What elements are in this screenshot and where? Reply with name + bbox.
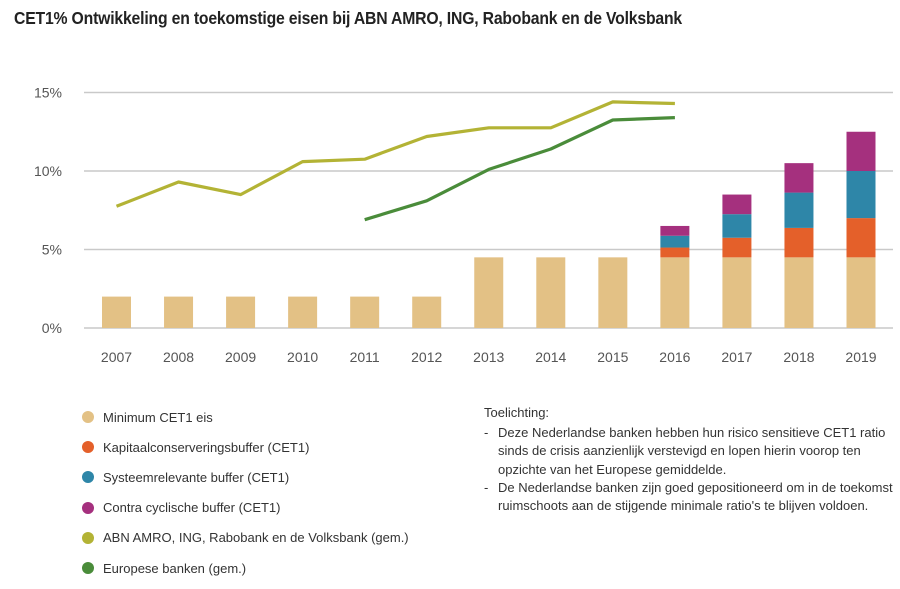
bar-segment bbox=[598, 257, 628, 328]
legend: Minimum CET1 eis Kapitaalconserveringsbu… bbox=[82, 402, 409, 583]
y-tick-label: 5% bbox=[42, 242, 62, 258]
bar-segment bbox=[102, 296, 131, 328]
bar-segment bbox=[846, 171, 876, 219]
x-tick-label: 2017 bbox=[721, 349, 752, 365]
note-item: - Deze Nederlandse banken hebben hun ris… bbox=[484, 424, 894, 479]
legend-swatch-icon bbox=[82, 531, 94, 544]
bar-segment bbox=[846, 257, 876, 328]
x-tick-label: 2018 bbox=[783, 349, 814, 365]
legend-label: Contra cyclische buffer (CET1) bbox=[103, 500, 281, 516]
bar-segment bbox=[660, 247, 690, 258]
note-bullet: - bbox=[484, 479, 489, 495]
legend-swatch-icon bbox=[82, 441, 94, 454]
x-tick-label: 2014 bbox=[535, 349, 566, 365]
x-tick-label: 2015 bbox=[597, 349, 628, 365]
chart: 0%5%10%15% 2007 2008 2009 2010 2011 2012 2013 2… bbox=[34, 85, 893, 365]
x-tick-label: 2007 bbox=[101, 349, 132, 365]
x-tick-label: 2016 bbox=[659, 349, 690, 365]
bar-segment bbox=[474, 257, 504, 328]
bar-segment bbox=[350, 296, 380, 328]
bar-segment bbox=[722, 257, 752, 328]
series-line bbox=[364, 116, 675, 222]
legend-label: Systeemrelevante buffer (CET1) bbox=[103, 469, 290, 485]
bar-segment bbox=[288, 296, 318, 328]
legend-label: Kapitaalconserveringsbuffer (CET1) bbox=[103, 439, 310, 455]
bar-segment bbox=[722, 237, 752, 258]
bar-segment bbox=[846, 218, 876, 258]
legend-label: Europese banken (gem.) bbox=[103, 560, 247, 576]
x-tick-label: 2012 bbox=[411, 349, 442, 365]
note-text: Deze Nederlandse banken hebben hun risic… bbox=[498, 425, 886, 477]
bar-segment bbox=[722, 194, 752, 215]
legend-item: ABN AMRO, ING, Rabobank en de Volksbank … bbox=[82, 523, 409, 553]
legend-label: Minimum CET1 eis bbox=[103, 409, 213, 425]
legend-swatch-icon bbox=[82, 411, 94, 424]
bar-segment bbox=[784, 257, 814, 328]
y-tick-label: 0% bbox=[42, 320, 62, 336]
x-tick-label: 2019 bbox=[845, 349, 876, 365]
legend-swatch-icon bbox=[82, 471, 94, 484]
legend-item: Systeemrelevante buffer (CET1) bbox=[82, 462, 409, 492]
legend-label: ABN AMRO, ING, Rabobank en de Volksbank … bbox=[103, 530, 409, 546]
x-axis-ticks: 2007 2008 2009 2010 2011 2012 2013 2014 2015 2016… bbox=[101, 349, 877, 365]
y-tick-label: 10% bbox=[34, 163, 62, 179]
notes-panel: Toelichting: - Deze Nederlandse banken h… bbox=[484, 404, 894, 515]
legend-item: Kapitaalconserveringsbuffer (CET1) bbox=[82, 432, 409, 462]
x-tick-label: 2011 bbox=[350, 349, 380, 365]
series-line bbox=[115, 100, 675, 208]
bar-segment bbox=[164, 296, 194, 328]
x-tick-label: 2013 bbox=[473, 349, 504, 365]
x-tick-label: 2009 bbox=[225, 349, 256, 365]
legend-item: Contra cyclische buffer (CET1) bbox=[82, 493, 409, 523]
bar-segment bbox=[660, 235, 690, 248]
note-text: De Nederlandse banken zijn goed gepositi… bbox=[498, 479, 893, 514]
bar-segment bbox=[722, 214, 752, 238]
y-axis-ticks: 0% 5% 10% 15% bbox=[34, 85, 62, 337]
chart-title: CET1% Ontwikkeling en toekomstige eisen … bbox=[14, 8, 682, 28]
y-tick-label: 15% bbox=[34, 85, 62, 101]
lines bbox=[115, 100, 675, 222]
legend-item: Minimum CET1 eis bbox=[82, 402, 409, 432]
bar-segment bbox=[784, 163, 814, 193]
legend-swatch-icon bbox=[82, 501, 94, 514]
legend-item: Europese banken (gem.) bbox=[82, 553, 409, 583]
bar-segment bbox=[536, 257, 566, 328]
bar-segment bbox=[784, 227, 814, 258]
bar-segment bbox=[226, 296, 256, 328]
notes-heading: Toelichting: bbox=[484, 405, 550, 420]
x-tick-label: 2010 bbox=[287, 349, 318, 365]
bar-segment bbox=[660, 257, 690, 328]
bar-segment bbox=[784, 192, 814, 228]
bar-segment bbox=[846, 131, 876, 171]
note-bullet: - bbox=[484, 425, 489, 441]
x-tick-label: 2008 bbox=[163, 349, 194, 365]
bars bbox=[102, 131, 876, 328]
legend-swatch-icon bbox=[82, 562, 94, 575]
bar-segment bbox=[412, 296, 442, 328]
note-item: - De Nederlandse banken zijn goed geposi… bbox=[484, 479, 894, 515]
bar-segment bbox=[660, 225, 690, 236]
